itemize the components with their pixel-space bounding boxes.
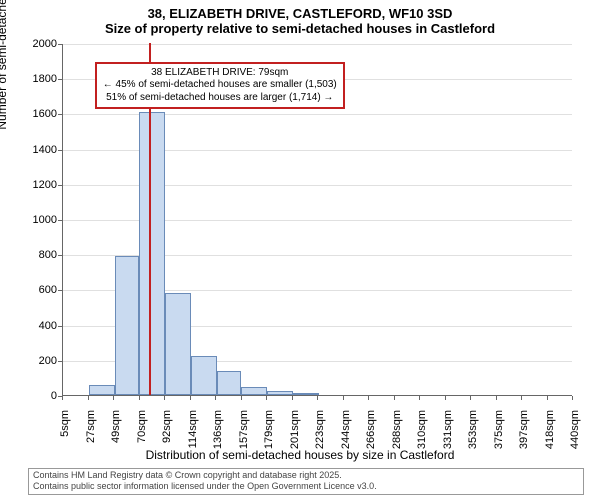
title-line2: Size of property relative to semi-detach… [0,21,600,36]
histogram-bar [217,371,242,395]
histogram-bar [267,391,293,395]
x-tick-label: 136sqm [212,410,224,460]
histogram-bar [89,385,115,395]
y-tick-label: 800 [7,249,57,261]
x-tick-mark [572,396,573,400]
x-tick-mark [343,396,344,400]
y-tick-label: 1400 [7,144,57,156]
x-tick-mark [547,396,548,400]
plot-area: 38 ELIZABETH DRIVE: 79sqm← 45% of semi-d… [62,44,572,396]
x-tick-mark [496,396,497,400]
x-tick-mark [241,396,242,400]
annotation-line3: 51% of semi-detached houses are larger (… [103,92,337,105]
y-tick-mark [58,44,62,45]
x-tick-label: 201sqm [289,410,301,460]
x-tick-mark [164,396,165,400]
y-tick-label: 1200 [7,179,57,191]
x-tick-label: 440sqm [569,410,581,460]
y-tick-label: 1800 [7,73,57,85]
gridline [63,44,572,45]
x-tick-label: 223sqm [314,410,326,460]
x-tick-label: 70sqm [136,410,148,460]
x-tick-label: 114sqm [187,410,199,460]
y-tick-mark [58,185,62,186]
x-tick-mark [215,396,216,400]
histogram-bar [139,112,165,395]
x-tick-label: 310sqm [416,410,428,460]
x-tick-label: 49sqm [110,410,122,460]
x-tick-label: 397sqm [518,410,530,460]
annotation-line1: 38 ELIZABETH DRIVE: 79sqm [103,67,337,80]
y-tick-label: 2000 [7,38,57,50]
y-tick-label: 400 [7,320,57,332]
x-tick-mark [190,396,191,400]
y-tick-mark [58,114,62,115]
x-tick-mark [266,396,267,400]
title-block: 38, ELIZABETH DRIVE, CASTLEFORD, WF10 3S… [0,0,600,36]
x-tick-label: 5sqm [59,410,71,460]
footer-line2: Contains public sector information licen… [33,481,579,492]
x-tick-mark [317,396,318,400]
histogram-bar [115,256,140,395]
y-tick-mark [58,79,62,80]
x-tick-label: 288sqm [391,410,403,460]
annotation-line2: ← 45% of semi-detached houses are smalle… [103,79,337,92]
x-tick-mark [521,396,522,400]
y-tick-mark [58,290,62,291]
y-tick-mark [58,150,62,151]
x-tick-mark [139,396,140,400]
footer-line1: Contains HM Land Registry data © Crown c… [33,470,579,481]
y-tick-label: 1000 [7,214,57,226]
title-line1: 38, ELIZABETH DRIVE, CASTLEFORD, WF10 3S… [0,6,600,21]
x-tick-label: 266sqm [365,410,377,460]
x-tick-mark [445,396,446,400]
x-tick-label: 353sqm [467,410,479,460]
x-tick-label: 92sqm [161,410,173,460]
x-tick-label: 27sqm [85,410,97,460]
y-tick-mark [58,361,62,362]
chart-container: 38, ELIZABETH DRIVE, CASTLEFORD, WF10 3S… [0,0,600,500]
histogram-bar [293,393,319,395]
annotation-box: 38 ELIZABETH DRIVE: 79sqm← 45% of semi-d… [95,62,345,110]
y-tick-mark [58,255,62,256]
x-tick-mark [368,396,369,400]
x-tick-label: 331sqm [442,410,454,460]
footer-box: Contains HM Land Registry data © Crown c… [28,468,584,495]
histogram-bar [191,356,217,395]
y-tick-label: 0 [7,390,57,402]
histogram-bar [241,387,267,395]
x-tick-label: 244sqm [340,410,352,460]
x-tick-mark [292,396,293,400]
x-tick-label: 418sqm [544,410,556,460]
y-tick-label: 1600 [7,108,57,120]
y-tick-mark [58,220,62,221]
x-tick-label: 157sqm [238,410,250,460]
x-tick-mark [62,396,63,400]
x-tick-mark [88,396,89,400]
x-tick-mark [394,396,395,400]
x-tick-mark [419,396,420,400]
y-tick-label: 600 [7,284,57,296]
y-tick-label: 200 [7,355,57,367]
y-tick-mark [58,326,62,327]
x-tick-mark [113,396,114,400]
x-tick-label: 375sqm [493,410,505,460]
x-tick-label: 179sqm [263,410,275,460]
histogram-bar [165,293,191,395]
x-tick-mark [470,396,471,400]
